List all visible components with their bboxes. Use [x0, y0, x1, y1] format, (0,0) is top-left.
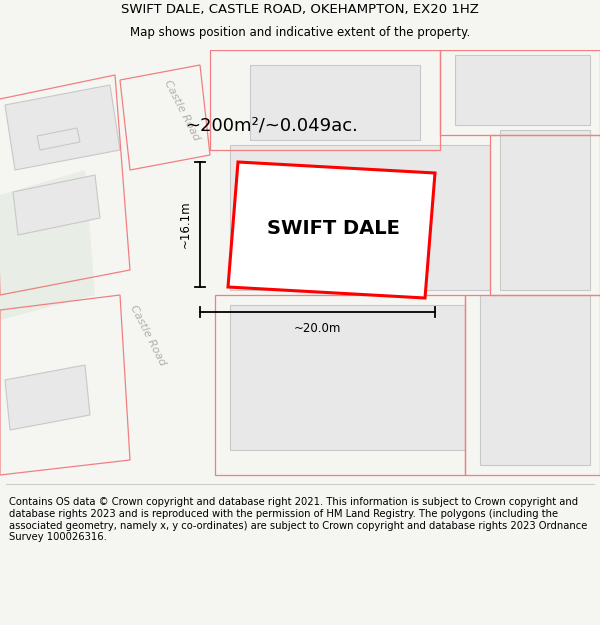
Text: SWIFT DALE: SWIFT DALE	[266, 219, 400, 238]
Polygon shape	[37, 128, 80, 150]
Text: ~16.1m: ~16.1m	[179, 201, 192, 248]
Text: SWIFT DALE, CASTLE ROAD, OKEHAMPTON, EX20 1HZ: SWIFT DALE, CASTLE ROAD, OKEHAMPTON, EX2…	[121, 3, 479, 16]
Text: Map shows position and indicative extent of the property.: Map shows position and indicative extent…	[130, 26, 470, 39]
Polygon shape	[5, 85, 120, 170]
Polygon shape	[250, 65, 420, 140]
Polygon shape	[455, 55, 590, 125]
Polygon shape	[5, 365, 90, 430]
Text: Contains OS data © Crown copyright and database right 2021. This information is : Contains OS data © Crown copyright and d…	[9, 498, 587, 542]
Text: Castle Road: Castle Road	[128, 303, 167, 367]
Polygon shape	[480, 295, 590, 465]
Polygon shape	[230, 145, 490, 290]
Polygon shape	[230, 305, 465, 450]
Text: ~20.0m: ~20.0m	[294, 322, 341, 335]
Polygon shape	[500, 130, 590, 290]
Polygon shape	[228, 162, 435, 298]
Text: Castle Road: Castle Road	[163, 78, 202, 142]
Polygon shape	[0, 170, 95, 320]
Text: ~200m²/~0.049ac.: ~200m²/~0.049ac.	[185, 116, 358, 134]
Polygon shape	[13, 175, 100, 235]
